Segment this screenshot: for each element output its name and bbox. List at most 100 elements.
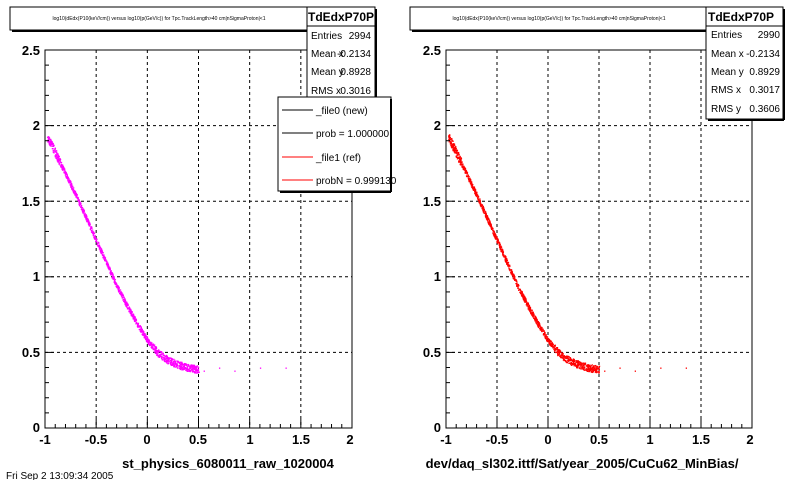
- scatter-point: [528, 305, 530, 307]
- scatter-point: [118, 290, 120, 293]
- scatter-point: [535, 321, 537, 323]
- scatter-point: [178, 365, 180, 367]
- scatter-point: [144, 338, 147, 340]
- scatter-point: [161, 356, 163, 358]
- scatter-point: [539, 325, 541, 327]
- scatter-point: [556, 352, 559, 354]
- scatter-point: [589, 369, 592, 372]
- scatter-point: [535, 322, 538, 324]
- scatter-point: [71, 184, 73, 187]
- scatter-point: [468, 177, 470, 180]
- scatter-point: [49, 140, 51, 142]
- scatter-point: [68, 180, 70, 182]
- scatter-point: [511, 273, 514, 275]
- scatter-point: [457, 156, 459, 159]
- right-xtick-2: 0: [544, 432, 551, 447]
- scatter-point: [162, 352, 164, 354]
- left-scatter-points: [47, 136, 287, 374]
- scatter-point: [592, 368, 594, 371]
- scatter-point: [86, 220, 89, 222]
- scatter-point: [521, 293, 524, 295]
- scatter-point: [685, 367, 687, 369]
- scatter-point: [531, 315, 534, 317]
- scatter-point: [493, 232, 495, 234]
- scatter-point: [565, 361, 567, 363]
- scatter-point: [506, 260, 508, 262]
- scatter-point: [108, 268, 110, 270]
- scatter-point: [143, 335, 145, 337]
- scatter-point: [548, 340, 550, 342]
- scatter-point: [470, 180, 472, 182]
- scatter-point: [548, 341, 550, 343]
- scatter-point: [536, 323, 538, 325]
- scatter-point: [51, 147, 54, 150]
- scatter-point: [180, 363, 182, 366]
- scatter-point: [150, 342, 152, 344]
- scatter-point: [77, 196, 79, 199]
- scatter-point: [189, 366, 192, 368]
- left-xtick-1: -0.5: [85, 432, 107, 447]
- scatter-point: [96, 241, 98, 243]
- scatter-point: [532, 316, 534, 318]
- scatter-point: [504, 259, 506, 261]
- scatter-point: [69, 181, 71, 183]
- scatter-point: [566, 361, 569, 364]
- scatter-point: [495, 234, 497, 236]
- scatter-point: [559, 351, 561, 354]
- scatter-point: [550, 344, 552, 346]
- scatter-point: [520, 292, 522, 295]
- scatter-point: [165, 357, 168, 360]
- scatter-point: [543, 330, 545, 332]
- scatter-point: [518, 284, 520, 287]
- scatter-point: [494, 232, 496, 234]
- scatter-point: [553, 344, 556, 347]
- scatter-point: [140, 330, 142, 333]
- scatter-point: [562, 359, 565, 361]
- right-stats-label-rms-x: RMS x: [711, 85, 741, 96]
- right-stats-box: TdEdxP70P Entries 2990 Mean x -0.2134 Me…: [705, 6, 785, 121]
- scatter-point: [88, 223, 91, 225]
- scatter-point: [130, 312, 132, 315]
- scatter-point: [597, 367, 599, 369]
- scatter-point: [130, 309, 132, 311]
- scatter-point: [576, 365, 579, 367]
- scatter-point: [193, 367, 196, 370]
- scatter-point: [193, 366, 195, 368]
- scatter-point: [467, 174, 469, 177]
- scatter-point: [55, 155, 57, 157]
- scatter-point: [186, 365, 188, 368]
- scatter-point: [537, 320, 540, 323]
- scatter-point: [595, 368, 598, 370]
- scatter-point: [501, 250, 503, 252]
- scatter-point: [593, 366, 595, 368]
- scatter-point: [114, 278, 116, 281]
- right-ytick-0: 0: [434, 420, 441, 435]
- scatter-point: [116, 283, 118, 285]
- scatter-point: [65, 175, 67, 178]
- scatter-point: [97, 245, 99, 247]
- scatter-point: [137, 323, 139, 326]
- scatter-point: [660, 367, 662, 369]
- scatter-point: [508, 264, 510, 266]
- scatter-point: [506, 259, 509, 261]
- scatter-point: [533, 314, 535, 316]
- scatter-point: [138, 328, 140, 331]
- scatter-point: [508, 264, 511, 266]
- scatter-point: [568, 359, 570, 361]
- scatter-point: [556, 351, 558, 353]
- right-panel: log10(dEdx(P10(keV/cm)) versus log10(p(G…: [409, 6, 785, 471]
- scatter-point: [118, 286, 120, 289]
- right-stats-label-mean-x: Mean x: [711, 49, 744, 60]
- scatter-point: [448, 136, 450, 138]
- scatter-point: [131, 311, 133, 313]
- scatter-point: [468, 178, 471, 180]
- scatter-point: [113, 281, 115, 283]
- scatter-point: [178, 362, 181, 364]
- right-xtick-1: -0.5: [486, 432, 508, 447]
- scatter-point: [184, 364, 187, 366]
- scatter-point: [234, 370, 236, 372]
- scatter-point: [521, 294, 524, 297]
- scatter-point: [463, 168, 465, 171]
- scatter-point: [540, 327, 543, 329]
- scatter-point: [480, 204, 482, 206]
